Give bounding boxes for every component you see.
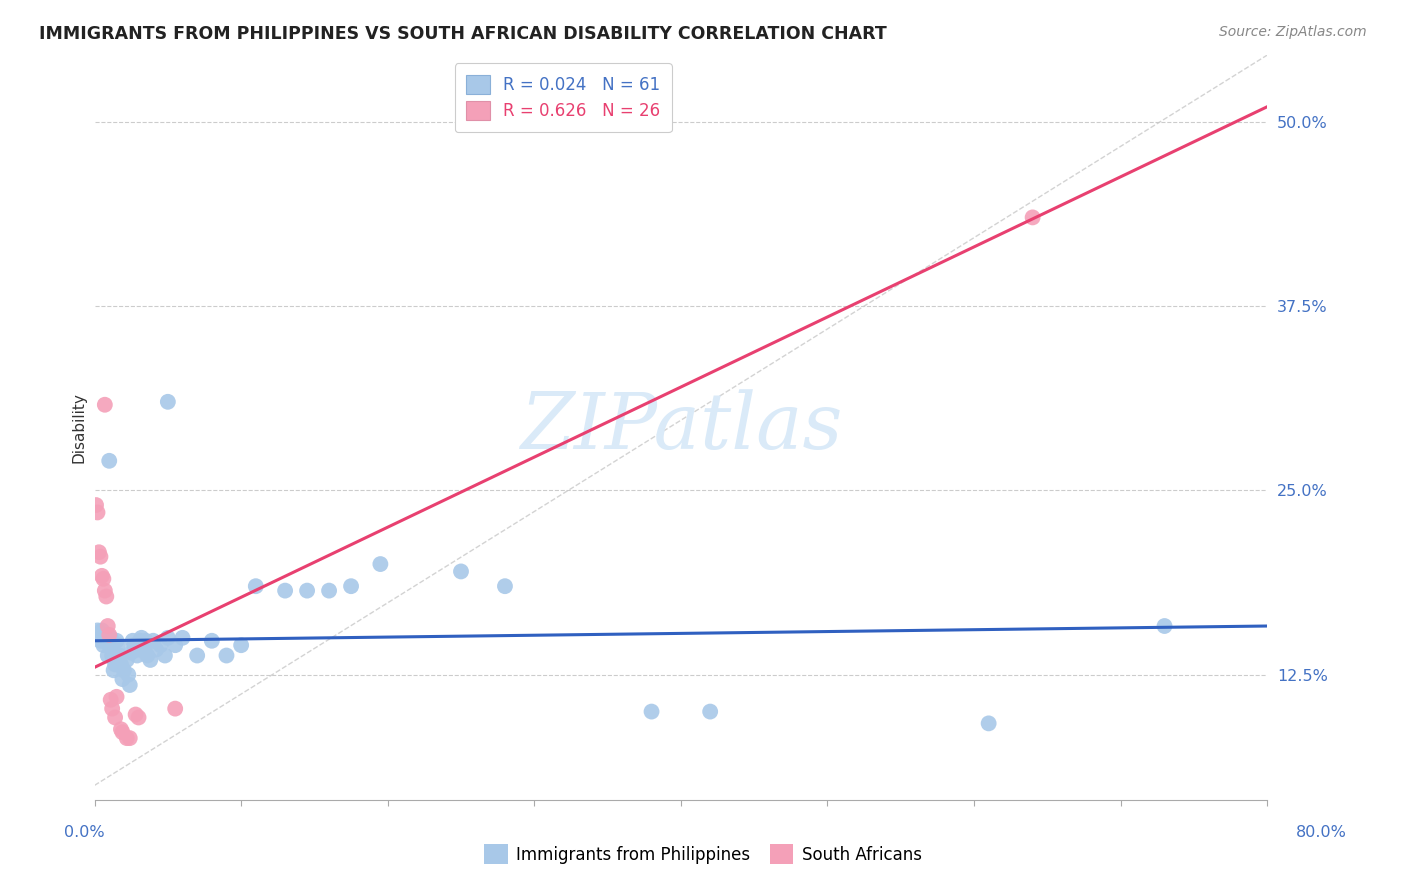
- Point: [370, 557, 392, 571]
- Point: [124, 642, 146, 657]
- Point: [111, 672, 134, 686]
- Point: [94, 633, 117, 648]
- Point: [128, 710, 150, 724]
- Point: [153, 648, 176, 663]
- Point: [165, 638, 187, 652]
- Point: [89, 549, 111, 564]
- Point: [105, 633, 128, 648]
- Point: [86, 505, 108, 519]
- Point: [97, 619, 120, 633]
- Point: [122, 638, 145, 652]
- Point: [494, 579, 516, 593]
- Point: [108, 648, 131, 663]
- Y-axis label: Disability: Disability: [72, 392, 86, 463]
- Point: [132, 638, 155, 652]
- Point: [112, 663, 135, 677]
- Point: [118, 678, 141, 692]
- Point: [139, 653, 162, 667]
- Point: [98, 638, 121, 652]
- Point: [98, 454, 121, 468]
- Point: [100, 631, 122, 645]
- Point: [450, 565, 472, 579]
- Point: [318, 583, 340, 598]
- Point: [131, 631, 153, 645]
- Point: [201, 633, 224, 648]
- Point: [115, 653, 138, 667]
- Point: [125, 648, 148, 663]
- Point: [215, 648, 238, 663]
- Point: [94, 398, 117, 412]
- Point: [110, 657, 132, 672]
- Point: [104, 657, 127, 672]
- Point: [90, 569, 112, 583]
- Point: [86, 624, 108, 638]
- Point: [145, 642, 167, 657]
- Point: [103, 663, 125, 677]
- Point: [149, 638, 172, 652]
- Point: [104, 710, 127, 724]
- Point: [100, 693, 122, 707]
- Legend: R = 0.024   N = 61, R = 0.626   N = 26: R = 0.024 N = 61, R = 0.626 N = 26: [454, 63, 672, 132]
- Point: [121, 633, 143, 648]
- Point: [98, 628, 121, 642]
- Point: [101, 648, 124, 663]
- Point: [640, 705, 662, 719]
- Point: [172, 631, 194, 645]
- Point: [1153, 619, 1175, 633]
- Point: [107, 638, 129, 652]
- Point: [93, 638, 115, 652]
- Point: [115, 731, 138, 745]
- Text: Source: ZipAtlas.com: Source: ZipAtlas.com: [1219, 25, 1367, 39]
- Point: [1021, 211, 1043, 225]
- Point: [96, 631, 118, 645]
- Point: [87, 545, 110, 559]
- Point: [97, 648, 120, 663]
- Point: [245, 579, 267, 593]
- Point: [977, 716, 1000, 731]
- Point: [142, 633, 165, 648]
- Point: [96, 590, 118, 604]
- Point: [135, 633, 157, 648]
- Point: [134, 642, 156, 657]
- Point: [111, 725, 134, 739]
- Point: [120, 646, 142, 660]
- Point: [94, 583, 117, 598]
- Point: [156, 631, 179, 645]
- Point: [295, 583, 318, 598]
- Point: [105, 690, 128, 704]
- Point: [274, 583, 297, 598]
- Point: [89, 633, 111, 648]
- Point: [90, 624, 112, 638]
- Point: [340, 579, 363, 593]
- Point: [128, 642, 150, 657]
- Point: [101, 701, 124, 715]
- Point: [93, 572, 115, 586]
- Point: [136, 648, 159, 663]
- Point: [124, 707, 146, 722]
- Text: IMMIGRANTS FROM PHILIPPINES VS SOUTH AFRICAN DISABILITY CORRELATION CHART: IMMIGRANTS FROM PHILIPPINES VS SOUTH AFR…: [39, 25, 887, 43]
- Point: [231, 638, 253, 652]
- Point: [699, 705, 721, 719]
- Point: [118, 731, 141, 745]
- Point: [165, 701, 187, 715]
- Text: 0.0%: 0.0%: [65, 825, 104, 839]
- Point: [84, 498, 107, 512]
- Point: [186, 648, 208, 663]
- Point: [87, 628, 110, 642]
- Point: [117, 667, 139, 681]
- Text: ZIPatlas: ZIPatlas: [520, 390, 842, 466]
- Text: 80.0%: 80.0%: [1296, 825, 1347, 839]
- Point: [156, 394, 179, 409]
- Point: [129, 633, 152, 648]
- Legend: Immigrants from Philippines, South Africans: Immigrants from Philippines, South Afric…: [478, 838, 928, 871]
- Point: [110, 723, 132, 737]
